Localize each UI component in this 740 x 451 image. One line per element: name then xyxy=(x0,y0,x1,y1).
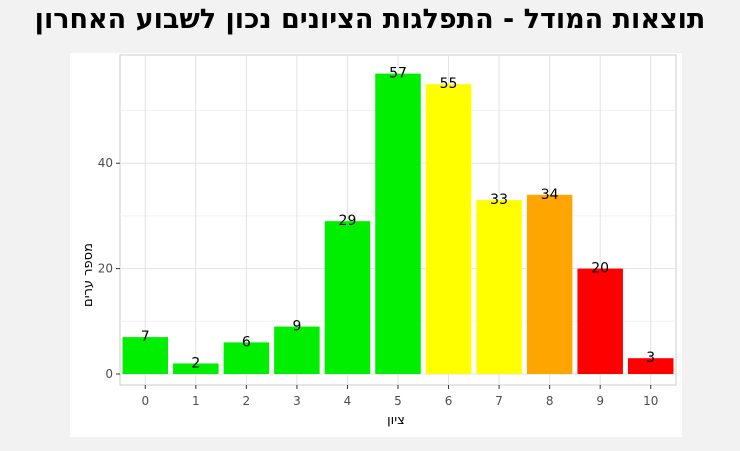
y-axis-ticks: 0 20 40 xyxy=(98,156,120,381)
chart-card: 7 2 6 9 29 57 55 33 34 20 3 0 1 2 3 4 5 6 7 8 9 10 0 20 40 ציו… xyxy=(70,53,682,437)
y-tick-label: 0 xyxy=(105,367,113,381)
bar xyxy=(627,358,674,374)
page-title: תוצאות המודל - התפלגות הציונים נכון לשבו… xyxy=(34,4,706,35)
bar xyxy=(173,363,219,374)
bar xyxy=(425,84,472,375)
data-label: 3 xyxy=(646,350,655,366)
data-label: 55 xyxy=(440,76,458,92)
bar xyxy=(476,200,522,374)
data-label: 9 xyxy=(292,319,301,335)
x-tick-label: 7 xyxy=(495,394,503,408)
bar xyxy=(274,326,320,374)
bars xyxy=(122,73,674,375)
y-tick-label: 20 xyxy=(98,262,113,276)
data-label: 29 xyxy=(339,213,357,229)
data-label: 6 xyxy=(242,334,251,350)
bar xyxy=(577,268,623,374)
x-tick-label: 6 xyxy=(445,394,453,408)
data-label: 33 xyxy=(490,192,508,208)
x-tick-label: 4 xyxy=(344,394,352,408)
x-tick-label: 8 xyxy=(546,394,554,408)
x-tick-label: 2 xyxy=(243,394,251,408)
x-tick-label: 3 xyxy=(293,394,301,408)
bar xyxy=(324,221,371,374)
bar xyxy=(223,342,270,374)
data-label: 57 xyxy=(389,66,407,82)
data-label: 34 xyxy=(541,187,559,203)
bar xyxy=(122,337,169,374)
bar xyxy=(526,194,573,374)
x-tick-label: 0 xyxy=(141,394,149,408)
x-tick-label: 5 xyxy=(394,394,402,408)
data-label: 7 xyxy=(141,329,150,345)
x-tick-label: 9 xyxy=(596,394,604,408)
x-tick-label: 10 xyxy=(643,394,658,408)
bar xyxy=(375,73,421,375)
x-axis-label: ציון xyxy=(387,413,405,428)
y-axis-label: מספר ערים xyxy=(81,243,96,307)
x-tick-label: 1 xyxy=(192,394,200,408)
x-axis-ticks: 0 1 2 3 4 5 6 7 8 9 10 xyxy=(141,385,658,408)
data-labels: 7 2 6 9 29 57 55 33 34 20 3 xyxy=(141,66,655,372)
data-label: 2 xyxy=(191,355,200,371)
data-label: 20 xyxy=(591,261,609,277)
y-tick-label: 40 xyxy=(98,156,113,170)
